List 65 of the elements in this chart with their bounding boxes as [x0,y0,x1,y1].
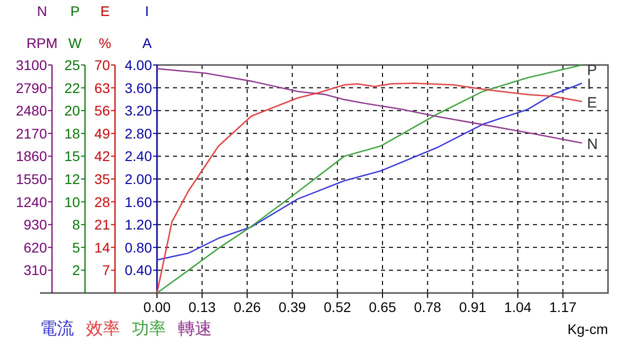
x-tick-label: 0.39 [278,299,306,315]
y3-tick-label: 2 [72,262,80,278]
y-tick-label: 49 [94,125,110,142]
header-y: I [145,3,149,19]
y3-tick-label: 8 [72,216,80,233]
y-tick-label: 56 [94,102,110,119]
y-tick-label: 28 [94,194,110,210]
y-tick-label: 2.40 [124,148,152,164]
y2-tick-label: 1860 [16,148,48,164]
y-tick-label: 21 [94,216,110,233]
y2-tick-label: 3100 [16,57,48,73]
y-tick-label: 42 [94,148,110,164]
y-tick-label: 4.00 [124,57,152,73]
axis-y2: 310 620 930 1240 1550 1860 2170 2480 2790 3100 [16,57,53,293]
x-tick-label: 0.52 [324,299,352,315]
y3-tick-label: 18 [64,125,80,142]
header-y3: P [70,3,80,19]
y-tick-label: 2.00 [124,171,152,187]
axis-y: 7 14 21 28 35 42 49 56 63 70 [94,57,116,293]
x-tick-label: 0.78 [414,299,442,315]
y-tick-label: 35 [94,171,110,187]
unit-y2: RPM [26,35,58,51]
y-tick-label: 7 [102,262,110,278]
x-tick-label: 0.00 [143,299,171,315]
y2-tick-label: 620 [24,239,48,256]
y3-tick-label: 22 [64,80,80,96]
series-label: 功率 [132,319,166,338]
y-tick-label: 3.20 [124,102,152,119]
y2-tick-label: 310 [24,262,48,278]
unit-y3: W [68,35,82,51]
x-tick-label: 0.26 [234,299,262,315]
y2-tick-label: 930 [24,216,48,233]
x-tick-label: 1.17 [549,299,577,315]
x-tick-label: 0.13 [188,299,216,315]
x-tick-label: 0.91 [459,299,487,315]
y3-tick-label: 20 [64,102,80,119]
text: 效率 [86,319,120,338]
y-tick-label: 63 [94,80,110,96]
y2-tick-label: 1550 [16,171,48,187]
y3-tick-label: 12 [64,171,80,187]
y-tick-label: 1.60 [124,194,152,210]
y2-tick-label: 2170 [16,125,48,142]
y3-tick-label: 25 [64,57,80,73]
y-tick-label: 0.80 [124,239,152,256]
y2-tick-label: 2480 [16,102,48,119]
y3-tick-label: 15 [64,148,80,164]
x-tick-label: 1.04 [504,299,532,315]
unit-y: A [142,35,152,51]
text: 電流 [40,319,74,338]
text: 轉速 [178,319,212,338]
unit-y: % [98,35,112,51]
y-tick-label: 70 [94,57,110,73]
y3-tick-label: 10 [64,194,80,210]
y-tick-label: 1.20 [124,216,152,233]
y2-tick-label: 2790 [16,80,48,96]
header-y: E [100,3,110,19]
y-tick-label: 0.40 [124,262,152,278]
x-axis-title: Kg-cm [568,321,608,337]
header-y2: N [36,3,48,19]
y-tick-label: 3.60 [124,80,152,96]
y3-tick-label: 5 [72,239,80,256]
y-tick-label: 2.80 [124,125,152,142]
y-tick-label: 14 [94,239,110,256]
x-tick-label: 0.65 [368,299,396,315]
y2-tick-label: 1240 [16,194,48,210]
